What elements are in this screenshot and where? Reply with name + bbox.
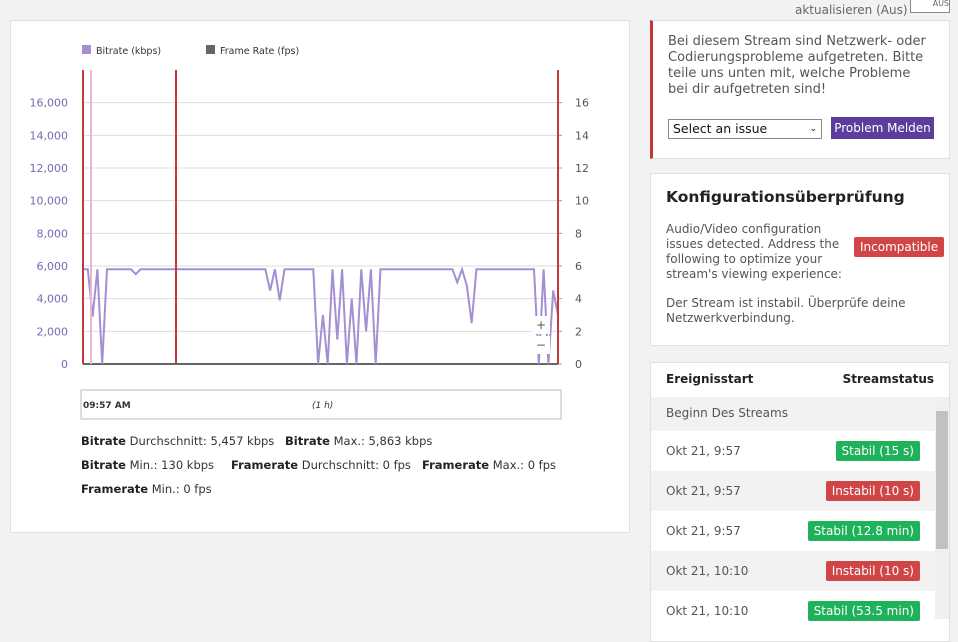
events-card: Ereignisstart Streamstatus Beginn Des St… [650,362,950,642]
time-axis-span: (1 h) [312,401,333,411]
stat-label: Framerate [81,482,149,496]
time-axis-box [80,389,562,420]
y2-tick-label: 2 [575,325,582,338]
status-badge: Instabil (10 s) [825,561,920,581]
event-row: Okt 21, 10:10 Instabil (10 s) [651,551,935,591]
event-time: Beginn Des Streams [666,406,788,420]
y2-tick-label: 12 [575,162,589,175]
event-time: Okt 21, 9:57 [666,444,741,458]
stat-text: Max.: 5,863 kbps [333,434,433,448]
stat: Framerate Max.: 0 fps [422,458,556,472]
stat: Framerate Durchschnitt: 0 fps [231,458,411,472]
time-axis-start: 09:57 AM [83,401,131,411]
select-label: Select an issue [673,121,768,136]
status-badge: Stabil (12.8 min) [807,521,920,541]
event-time: Okt 21, 10:10 [666,604,749,618]
y-tick-label: 6,000 [37,260,69,273]
event-row: Okt 21, 9:57 Stabil (12.8 min) [651,511,935,551]
config-card: Konfigurationsüberprüfung Audio/Video co… [650,173,950,346]
event-row: Okt 21, 9:57 Instabil (10 s) [651,471,935,511]
page: aktualisieren (Aus) AUS 09:57 AM (1 h) 0… [10,0,950,642]
stat: Bitrate Durchschnitt: 5,457 kbps [81,434,274,448]
y2-tick-label: 6 [575,260,582,273]
stat-text: Durchschnitt: 0 fps [301,458,411,472]
stat-label: Bitrate [81,458,126,472]
config-text: Audio/Video configuration issues detecte… [666,222,842,281]
stat-text: Durchschnitt: 5,457 kbps [129,434,275,448]
zoom-out[interactable] [532,336,550,354]
alert-text: Bei diesem Stream sind Netzwerk- oder Co… [668,34,926,97]
zoom-in[interactable] [532,316,550,334]
scrollbar[interactable] [935,397,949,619]
event-row: Okt 21, 9:57 Stabil (15 s) [651,431,935,471]
y-tick-label: 10,000 [30,195,69,208]
y2-tick-label: 16 [575,97,589,110]
zoom-out-label: − [536,338,546,352]
event-time: Okt 21, 10:10 [666,564,749,578]
stat: Bitrate Max.: 5,863 kbps [285,434,432,448]
toggle-label: AUS [932,0,949,8]
legend-label: Frame Rate (fps) [220,46,299,57]
zoom-in-label: + [536,318,546,332]
stat-text: Max.: 0 fps [492,458,557,472]
button-label: Problem Melden [834,121,931,135]
series-line [83,266,559,365]
report-button[interactable]: Problem Melden [831,117,934,139]
scroll-thumb[interactable] [936,411,948,549]
legend-swatch [82,45,91,54]
event-time: Okt 21, 9:57 [666,524,741,538]
y-tick-label: 0 [61,358,68,371]
alert-card: Bei diesem Stream sind Netzwerk- oder Co… [650,20,950,159]
stat-text: Min.: 0 fps [151,482,212,496]
y-tick-label: 14,000 [30,129,69,142]
y-tick-label: 16,000 [30,97,69,110]
legend-label: Bitrate (kbps) [96,46,161,57]
header-cell: Ereignisstart [666,372,754,386]
y-tick-label: 12,000 [30,162,69,175]
y-tick-label: 2,000 [37,325,69,338]
y-tick-label: 4,000 [37,293,69,306]
status-badge: Stabil (53.5 min) [807,601,920,621]
config-title: Konfigurationsüberprüfung [666,188,905,206]
issue-select[interactable]: Select an issue ⌄ [668,119,822,139]
chart: 09:57 AM (1 h) 0 2,000 4,000 6,000 8,000 10,0… [30,45,589,420]
header-cell: Streamstatus [842,372,934,386]
y2-tick-label: 4 [575,293,582,306]
y2-tick-label: 0 [575,358,582,371]
status-badge: Stabil (15 s) [835,441,920,461]
status-badge: Instabil (10 s) [825,481,920,501]
y2-tick-label: 8 [575,227,582,240]
stat-label: Bitrate [81,434,126,448]
toggle[interactable]: AUS [910,0,950,13]
config-badge: Incompatible [854,237,945,257]
refresh-label: aktualisieren (Aus) [795,3,908,17]
y2-tick-label: 10 [575,195,589,208]
y2-tick-label: 14 [575,129,589,142]
event-time: Okt 21, 9:57 [666,484,741,498]
stat-label: Bitrate [285,434,330,448]
stat-text: Min.: 130 kbps [129,458,215,472]
y-tick-label: 8,000 [37,227,69,240]
stat: Framerate Min.: 0 fps [81,482,212,496]
event-row: Beginn Des Streams [651,397,935,431]
chart-card [10,20,630,533]
stat-label: Framerate [231,458,299,472]
legend-swatch [206,45,215,54]
config-note: Der Stream ist instabil. Überprüfe deine… [666,296,906,325]
event-row: Okt 21, 10:10 Stabil (53.5 min) [651,591,935,631]
stat-label: Framerate [422,458,490,472]
events-rows: Beginn Des Streams Okt 21, 9:57 Stabil (15… [651,397,935,641]
stat: Bitrate Min.: 130 kbps [81,458,214,472]
